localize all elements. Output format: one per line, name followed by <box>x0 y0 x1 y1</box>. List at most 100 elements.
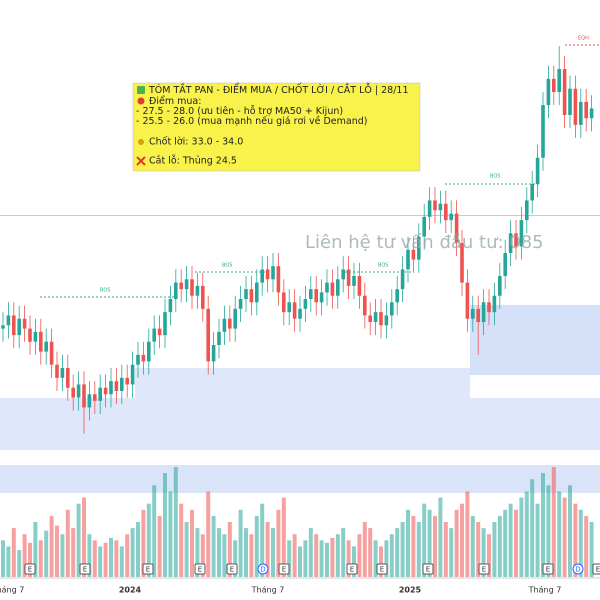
candle-body <box>498 276 502 296</box>
candle-body <box>298 308 302 319</box>
volume-bar <box>357 534 362 577</box>
event-marker <box>478 563 490 575</box>
watermark: Liên hệ tư vấn đầu tư: 085 <box>305 232 544 253</box>
candle-body <box>211 345 216 362</box>
candle-body <box>411 249 416 260</box>
candle-body <box>287 302 291 313</box>
event-marker <box>194 563 206 575</box>
event-label: E <box>380 566 384 574</box>
volume-bar <box>492 522 497 577</box>
candle-body <box>309 289 313 299</box>
volume-bar <box>557 491 562 577</box>
candle-body <box>222 318 227 332</box>
candle-body <box>174 282 178 299</box>
candle-body <box>427 200 432 217</box>
volume-bar <box>254 515 259 577</box>
volume-bar <box>535 503 540 577</box>
volume-bar <box>460 503 464 577</box>
event-label: E <box>28 566 32 574</box>
volume-bar <box>28 542 32 577</box>
candle-body <box>379 312 383 326</box>
x-tick-label: Tháng 7 <box>528 586 562 595</box>
volume-bar <box>233 540 238 577</box>
volume-bar <box>103 542 108 577</box>
volume-bar <box>82 497 86 577</box>
candle-body <box>184 279 189 290</box>
volume-bar <box>136 522 140 577</box>
candle-body <box>422 216 426 237</box>
volume-bar <box>190 509 194 577</box>
volume-bar <box>33 522 38 577</box>
candle-body <box>163 312 167 336</box>
volume-bar <box>568 485 572 577</box>
volume-bar <box>314 534 319 577</box>
volume-bar <box>546 485 551 577</box>
candle-body <box>454 213 459 244</box>
bos-label: BOS <box>490 174 500 180</box>
candle-body <box>292 302 297 319</box>
x-tick-label: Tháng 7 <box>0 586 24 595</box>
candle-body <box>449 213 453 221</box>
candle-body <box>93 394 97 401</box>
event-label: E <box>198 566 202 574</box>
event-label: D <box>575 566 580 574</box>
candle-body <box>249 289 254 303</box>
candle-body <box>98 387 102 401</box>
candle-body <box>109 381 113 395</box>
candle-body <box>76 384 81 398</box>
candle-body <box>33 331 38 342</box>
volume-bar <box>406 509 410 577</box>
candle-body <box>589 108 594 119</box>
volume-bar <box>319 540 324 577</box>
candle-body <box>525 200 529 221</box>
volume-bar <box>195 528 200 577</box>
candle-body <box>17 318 21 336</box>
candle-body <box>503 253 507 276</box>
demand-zone <box>135 368 470 398</box>
volume-bar <box>373 540 378 577</box>
volume-bar <box>308 528 313 577</box>
note-buy-heading: Điểm mua: <box>149 96 201 107</box>
note-title: TÓM TẮT PAN - ĐIỂM MUA / CHỐT LỜI / CẮT … <box>148 83 409 96</box>
volume-bar <box>249 534 254 577</box>
check-icon <box>137 86 145 94</box>
candle-body <box>465 282 470 319</box>
volume-bar <box>530 479 535 577</box>
volume-bar <box>352 546 356 577</box>
note-stop-loss: Cắt lỗ: Thủng 24.5 <box>149 156 237 167</box>
volume-bar <box>44 530 49 577</box>
volume-bar <box>87 534 92 577</box>
volume-bar <box>395 528 400 577</box>
volume-zone <box>0 465 600 493</box>
event-label: E <box>350 566 354 574</box>
volume-bar <box>368 528 373 577</box>
candle-body <box>276 266 281 293</box>
demand-zone <box>470 305 600 375</box>
candle-body <box>584 101 588 119</box>
volume-bar <box>238 509 243 577</box>
volume-bar <box>38 540 43 577</box>
volume-bar <box>276 509 281 577</box>
event-marker <box>592 563 600 575</box>
candle-body <box>103 387 108 395</box>
volume-bar <box>109 537 113 577</box>
candle-body <box>417 236 421 260</box>
volume-bar <box>76 503 81 577</box>
money-icon <box>138 139 144 145</box>
event-label: E <box>482 566 486 574</box>
note-buy-line: - 27.5 - 28.0 (ưu tiên - hỗ trợ MA50 + K… <box>136 106 343 117</box>
candle-body <box>168 299 173 313</box>
volume-bar <box>217 528 221 577</box>
volume-bar <box>551 467 556 577</box>
candle-body <box>303 299 308 309</box>
candle-body <box>514 233 518 247</box>
volume-bar <box>335 534 340 577</box>
volume-bar <box>173 467 178 577</box>
candle-body <box>530 184 534 201</box>
candle-body <box>444 203 448 221</box>
candle-body <box>330 282 335 296</box>
volume-bar <box>384 540 389 577</box>
volume-bar <box>379 546 383 577</box>
event-label: E <box>282 566 286 574</box>
